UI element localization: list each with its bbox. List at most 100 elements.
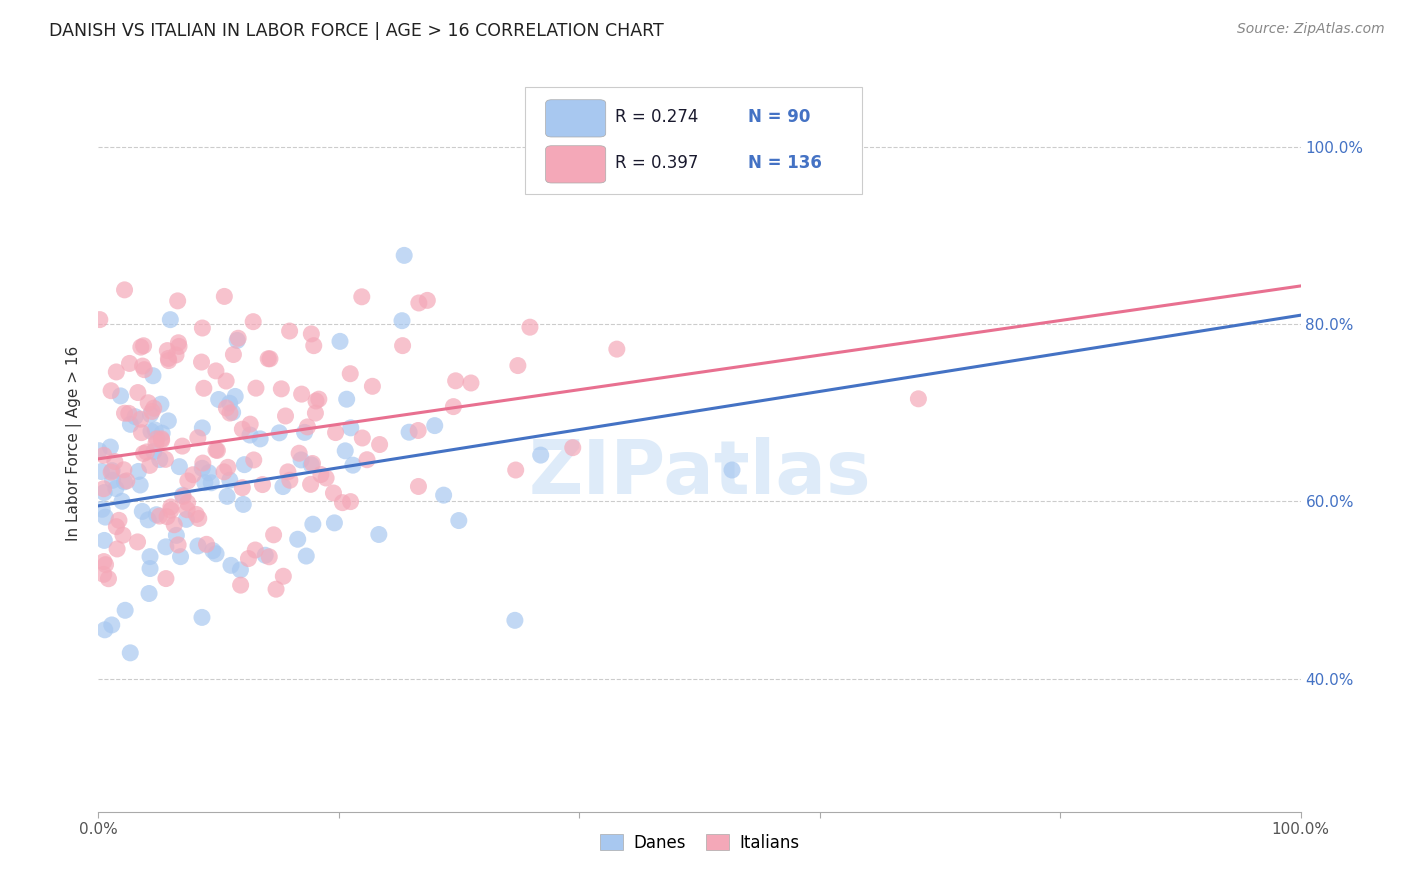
Point xyxy=(124,409,146,424)
Point xyxy=(165,348,187,362)
Point xyxy=(304,406,326,420)
Point xyxy=(339,367,361,381)
Point xyxy=(408,479,430,493)
Point xyxy=(129,412,152,426)
Point xyxy=(150,432,173,446)
Point xyxy=(308,392,330,406)
FancyBboxPatch shape xyxy=(526,87,862,194)
Point xyxy=(274,409,297,423)
Point xyxy=(299,326,322,341)
Point xyxy=(139,561,162,575)
Point xyxy=(150,434,173,448)
Point xyxy=(139,408,162,422)
Point xyxy=(94,510,117,524)
Point xyxy=(208,392,231,407)
Point xyxy=(205,364,228,378)
Point xyxy=(87,443,110,458)
Point xyxy=(219,558,242,573)
Point xyxy=(278,324,301,338)
Text: N = 90: N = 90 xyxy=(748,108,810,126)
Point xyxy=(287,533,309,547)
Point xyxy=(114,603,136,617)
Point xyxy=(336,392,359,407)
Point xyxy=(215,401,238,415)
Point xyxy=(138,586,160,600)
Point xyxy=(132,446,155,460)
Point xyxy=(406,424,429,438)
Point xyxy=(142,368,165,383)
Point xyxy=(273,569,295,583)
Y-axis label: In Labor Force | Age > 16: In Labor Force | Age > 16 xyxy=(66,346,83,541)
Point xyxy=(249,432,271,446)
Point xyxy=(145,432,167,446)
Point xyxy=(150,426,173,441)
Point xyxy=(441,400,464,414)
Point xyxy=(127,385,149,400)
Point xyxy=(169,549,191,564)
Point xyxy=(295,549,318,563)
Point xyxy=(239,417,262,431)
Point xyxy=(305,394,328,409)
Point xyxy=(339,421,361,435)
Text: R = 0.274: R = 0.274 xyxy=(616,108,699,126)
Point xyxy=(245,381,267,395)
Point xyxy=(423,418,446,433)
Point xyxy=(104,482,127,496)
Point xyxy=(302,517,325,532)
Point xyxy=(93,482,115,496)
Point xyxy=(176,512,198,526)
Point xyxy=(606,342,628,356)
Point xyxy=(221,405,243,419)
Point xyxy=(187,431,209,445)
Point xyxy=(100,440,122,454)
Point xyxy=(191,461,214,475)
Point xyxy=(218,396,240,410)
Point xyxy=(505,463,527,477)
Point xyxy=(392,248,415,262)
Point xyxy=(408,296,430,310)
Point xyxy=(242,315,264,329)
Point xyxy=(205,443,228,458)
Point xyxy=(229,563,252,577)
Point xyxy=(361,379,384,393)
Point xyxy=(160,503,183,517)
Text: DANISH VS ITALIAN IN LABOR FORCE | AGE > 16 CORRELATION CHART: DANISH VS ITALIAN IN LABOR FORCE | AGE >… xyxy=(49,22,664,40)
Point xyxy=(114,283,136,297)
Point xyxy=(104,454,127,468)
Point xyxy=(269,425,291,440)
Point xyxy=(105,541,128,556)
Point xyxy=(270,382,292,396)
Point xyxy=(97,572,120,586)
Point xyxy=(105,365,128,379)
Point xyxy=(169,459,191,474)
Point xyxy=(108,513,131,527)
Point xyxy=(139,549,162,564)
Point xyxy=(157,414,180,428)
Point xyxy=(134,362,156,376)
Point xyxy=(93,448,115,462)
Point xyxy=(91,502,114,516)
Point xyxy=(176,502,198,516)
Point xyxy=(506,359,529,373)
Point xyxy=(721,463,744,477)
Point xyxy=(191,421,214,435)
Point xyxy=(138,458,160,473)
Point xyxy=(263,528,285,542)
Point xyxy=(127,465,149,479)
Point xyxy=(100,465,122,479)
Point xyxy=(93,533,115,548)
Point xyxy=(391,338,413,352)
Point xyxy=(416,293,439,308)
Point xyxy=(339,494,361,508)
Point xyxy=(155,540,177,554)
Point xyxy=(907,392,929,406)
Point xyxy=(218,473,240,487)
Point xyxy=(115,474,138,488)
Point xyxy=(149,397,172,411)
Point xyxy=(294,425,316,440)
Point xyxy=(217,460,239,475)
Point xyxy=(157,353,180,368)
Point xyxy=(257,351,280,366)
Point xyxy=(315,471,337,485)
Point xyxy=(301,457,323,471)
